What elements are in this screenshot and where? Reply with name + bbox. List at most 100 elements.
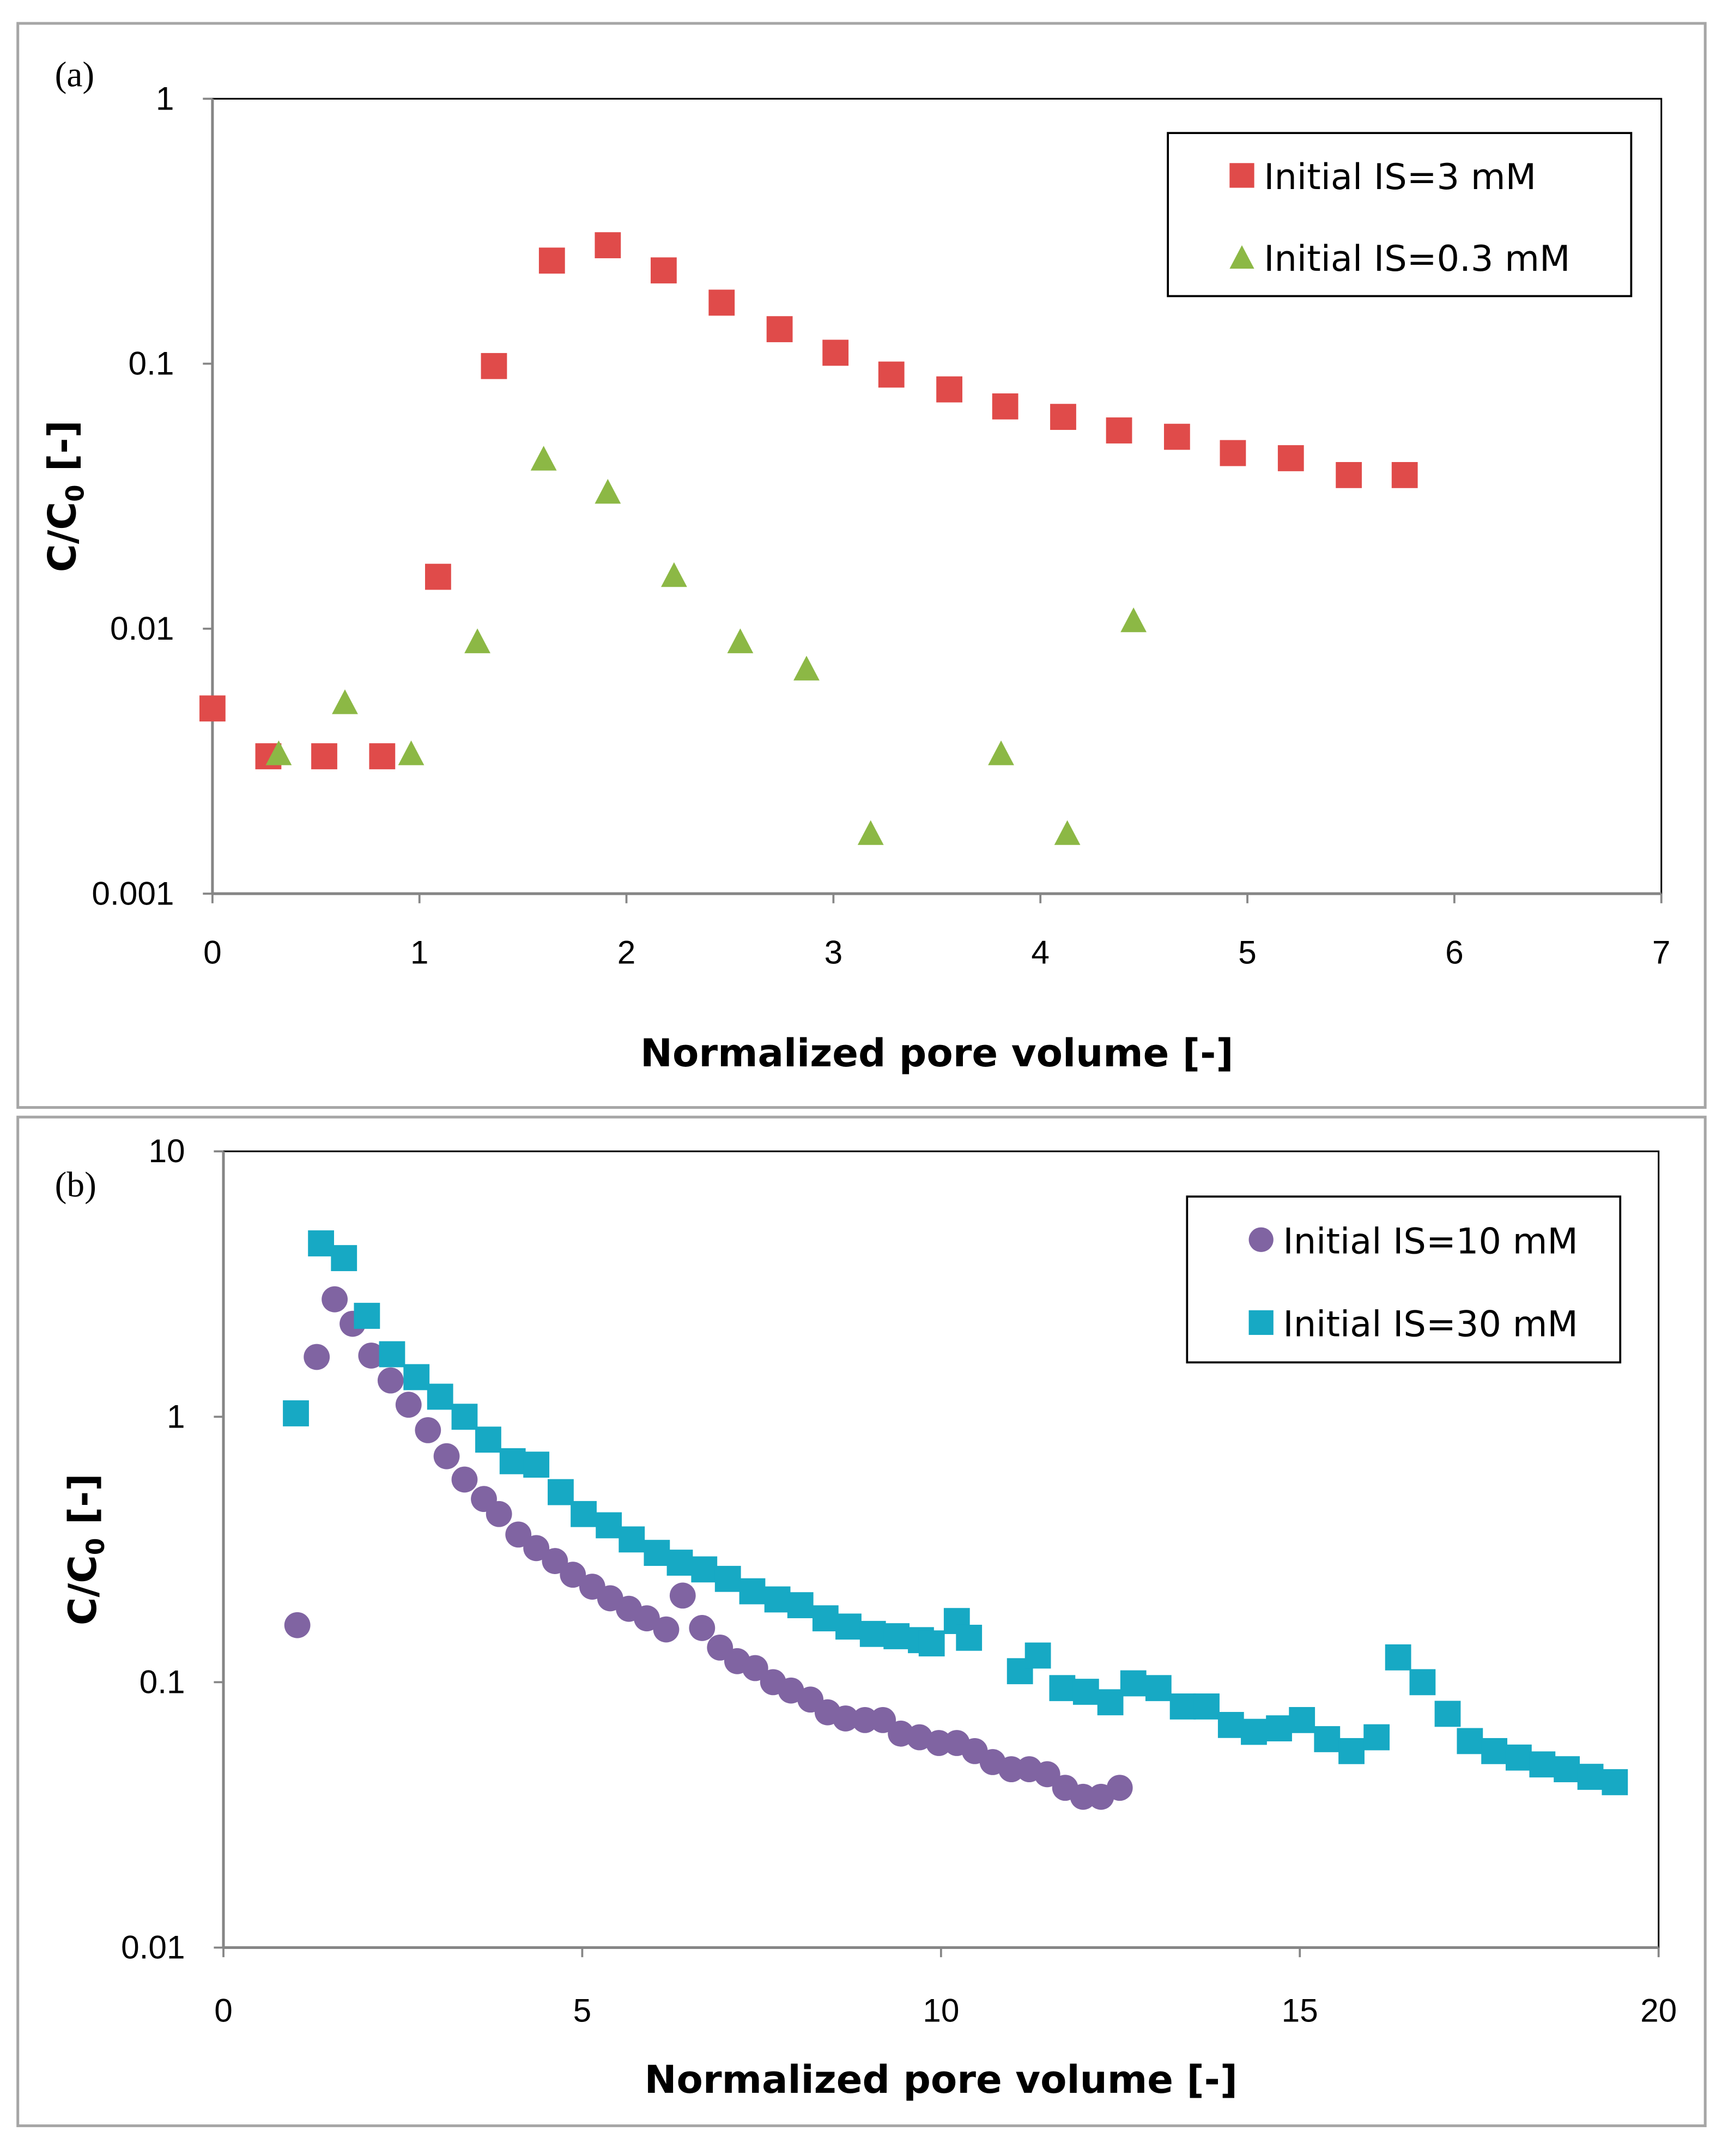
data-point (1289, 1706, 1315, 1733)
x-tick-label: 5 (1238, 933, 1257, 970)
legend: Initial IS=10 mM Initial IS=30 mM (1186, 1195, 1622, 1364)
data-point (486, 1501, 512, 1527)
data-point (395, 1392, 422, 1418)
data-point (812, 1605, 839, 1632)
data-point (918, 1630, 945, 1657)
data-point (1217, 1711, 1244, 1738)
data-point (322, 1286, 348, 1313)
data-point (308, 1230, 334, 1256)
x-tick-label: 10 (923, 1991, 959, 2029)
data-point (377, 1367, 404, 1394)
data-point (669, 1582, 696, 1609)
data-point (1024, 1642, 1051, 1669)
x-tick-label: 20 (1640, 1991, 1677, 2029)
data-point (1054, 820, 1081, 845)
legend: Initial IS=3 mM Initial IS=0.3 mM (1167, 132, 1633, 297)
y-tick-label: 0.01 (110, 610, 174, 647)
data-point (596, 1512, 622, 1539)
y-axis-title: C/C0 [-] (60, 1473, 110, 1625)
data-point (1106, 417, 1132, 444)
legend-marker (1229, 163, 1254, 188)
data-point (595, 232, 621, 258)
series-initial-is-3-mm (199, 232, 1418, 769)
data-point (1034, 1761, 1060, 1788)
data-point (475, 1426, 501, 1453)
data-point (379, 1341, 405, 1368)
panel-b: (b) 0 5 10 15 20 0.01 0.1 1 10 Normalized pore vol… (16, 1115, 1707, 2128)
x-tick-label: 0 (203, 933, 222, 970)
data-point (481, 353, 507, 379)
data-point (265, 740, 292, 766)
data-point (199, 695, 226, 722)
data-point (1457, 1728, 1483, 1754)
data-point (542, 1548, 568, 1574)
data-point (634, 1605, 660, 1632)
data-point (1277, 445, 1304, 471)
data-point (1385, 1644, 1411, 1671)
legend-label: Initial IS=3 mM (1264, 156, 1536, 198)
data-point (1391, 462, 1418, 488)
data-point (505, 1521, 532, 1548)
x-tick-label: 1 (410, 933, 429, 970)
x-tick-label: 3 (824, 933, 843, 970)
data-point (1481, 1738, 1507, 1764)
data-point (1072, 1679, 1099, 1705)
data-point (1163, 423, 1190, 450)
data-point (523, 1451, 550, 1478)
data-point (1266, 1715, 1292, 1742)
data-point (714, 1565, 741, 1592)
y-tick-label: 0.1 (140, 1663, 185, 1700)
data-point (354, 1303, 380, 1329)
legend-label: Initial IS=0.3 mM (1264, 238, 1570, 280)
data-point (538, 247, 565, 274)
y-tick-label: 0.1 (129, 345, 174, 382)
data-point (651, 257, 677, 284)
data-point (727, 628, 754, 653)
panel-label: (a) (55, 56, 95, 95)
data-point (653, 1616, 680, 1643)
data-point (499, 1448, 526, 1474)
data-point (1193, 1693, 1220, 1720)
x-tick-label: 7 (1652, 933, 1671, 970)
data-point (766, 316, 793, 343)
data-point (451, 1466, 478, 1493)
data-point (992, 393, 1018, 420)
data-point (369, 743, 396, 769)
data-point (1409, 1669, 1436, 1696)
data-point (870, 1706, 896, 1733)
data-point (1120, 607, 1147, 633)
legend-marker (1248, 1310, 1274, 1335)
data-point (742, 1655, 768, 1681)
series-initial-is-0-3-mm (265, 446, 1147, 845)
legend-marker (1248, 1227, 1274, 1252)
data-point (304, 1344, 330, 1370)
data-point (998, 1756, 1024, 1783)
y-axis-title: C/C0 [-] (40, 420, 89, 572)
y-tick-label: 1 (156, 80, 174, 117)
x-tick-label: 5 (573, 1991, 592, 2029)
data-point (708, 289, 735, 316)
data-point (1363, 1724, 1390, 1751)
data-point (822, 339, 849, 366)
data-point (1505, 1744, 1532, 1771)
data-point (739, 1578, 766, 1605)
data-point (787, 1592, 814, 1618)
legend-label: Initial IS=30 mM (1283, 1304, 1578, 1345)
data-point (425, 563, 451, 590)
data-point (398, 740, 425, 766)
x-axis-title: Normalized pore volume [-] (645, 2057, 1238, 2102)
data-point (332, 689, 358, 714)
data-point (1529, 1751, 1556, 1778)
data-point (1070, 1783, 1096, 1810)
data-point (988, 740, 1014, 766)
data-point (835, 1613, 862, 1640)
data-point (451, 1404, 478, 1430)
data-point (331, 1245, 357, 1271)
data-point (1145, 1675, 1172, 1702)
y-tick-label: 1 (167, 1398, 185, 1435)
data-point (1314, 1726, 1341, 1752)
data-point (1049, 1675, 1076, 1702)
panel-a: (a) 0 1 2 3 4 5 6 7 0.001 0.01 0.1 1 Normalized pore … (16, 22, 1707, 1109)
data-point (415, 1417, 441, 1443)
